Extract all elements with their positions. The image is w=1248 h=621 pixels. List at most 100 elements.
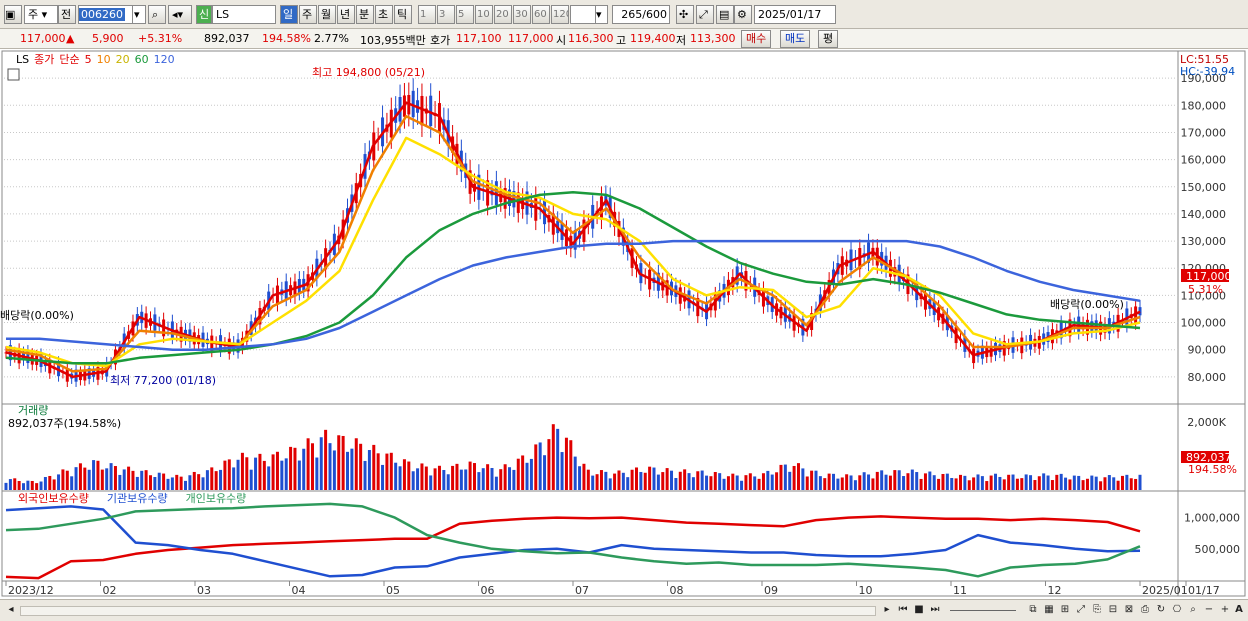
volume-bar bbox=[17, 481, 21, 490]
volume-bar bbox=[70, 476, 74, 490]
sell-button[interactable]: 매도 bbox=[780, 30, 811, 48]
minute-button[interactable]: 5 bbox=[456, 5, 474, 24]
volume-bar bbox=[1129, 478, 1133, 490]
refresh-icon[interactable]: ↻ bbox=[1156, 604, 1166, 615]
y-tick-label: 170,000 bbox=[1181, 126, 1227, 139]
candle-body bbox=[411, 90, 415, 118]
font-size-icon[interactable]: A bbox=[1235, 604, 1243, 615]
volume-bar bbox=[814, 470, 818, 490]
minute-button[interactable]: 10 bbox=[475, 5, 493, 24]
stop-icon[interactable]: ■ bbox=[914, 604, 924, 615]
volume-bar bbox=[902, 476, 906, 490]
period-button[interactable]: 초 bbox=[375, 5, 393, 24]
period-button[interactable]: 일 bbox=[280, 5, 298, 24]
compare-icon[interactable]: ⊞ bbox=[1060, 604, 1070, 615]
zoom-in-icon[interactable]: + bbox=[1220, 604, 1230, 615]
code-input[interactable]: 006260 bbox=[78, 5, 146, 24]
buy-button[interactable]: 매수 bbox=[741, 30, 772, 48]
scroll-right-icon[interactable]: ▸ bbox=[884, 604, 890, 615]
title-part: 종가 bbox=[34, 53, 54, 66]
chart-type-icon[interactable]: ⊠ bbox=[1124, 604, 1134, 615]
layout-icon[interactable]: ⊟ bbox=[1108, 604, 1118, 615]
volume-bar bbox=[201, 477, 205, 490]
horizontal-scrollbar[interactable] bbox=[20, 606, 876, 616]
search-icon[interactable]: ⌕ bbox=[148, 5, 166, 24]
volume-bar bbox=[626, 477, 630, 490]
volume-bar bbox=[556, 428, 560, 490]
volume-bar bbox=[832, 473, 836, 490]
volume-bar bbox=[122, 469, 126, 490]
gear-icon[interactable]: ⚙ bbox=[734, 5, 752, 24]
volume-bar bbox=[1134, 478, 1138, 490]
period-button[interactable]: 틱 bbox=[394, 5, 412, 24]
volume-bar bbox=[205, 470, 209, 490]
low-annotation: 최저 77,200 (01/18) bbox=[110, 374, 216, 387]
volume-bar bbox=[849, 475, 853, 490]
window-menu-icon[interactable]: ▣ bbox=[4, 5, 22, 24]
volume-bar bbox=[1033, 480, 1037, 490]
minute-button[interactable]: 3 bbox=[437, 5, 455, 24]
date-input[interactable]: 2025/01/17 bbox=[754, 5, 836, 24]
link-icon[interactable]: ⎔ bbox=[1172, 604, 1182, 615]
code-dropdown-icon[interactable]: ▾ bbox=[132, 5, 146, 24]
chart-canvas[interactable]: 80,00090,000100,000110,000120,000130,000… bbox=[0, 50, 1248, 599]
volume-bar bbox=[945, 473, 949, 490]
scroll-left-icon[interactable]: ◂ bbox=[8, 604, 14, 615]
search-small-icon[interactable]: ⌕ bbox=[1190, 604, 1196, 615]
minute-button[interactable]: 1 bbox=[418, 5, 436, 24]
volume-bar bbox=[219, 469, 223, 490]
trend-tool-icon[interactable]: ⤢ bbox=[696, 5, 714, 24]
print-icon[interactable]: ⎙ bbox=[1141, 604, 1149, 615]
volume-bar bbox=[337, 435, 341, 490]
eval-button[interactable]: 평 bbox=[818, 30, 839, 48]
cross-icon[interactable]: ✣ bbox=[676, 5, 694, 24]
zoom-slider[interactable] bbox=[950, 610, 1016, 611]
volume-bar bbox=[214, 471, 218, 490]
period-button[interactable]: 주 bbox=[299, 5, 317, 24]
volume-bar bbox=[179, 476, 183, 490]
volume-bar bbox=[950, 477, 954, 490]
volume-bar bbox=[26, 480, 30, 490]
prev-button[interactable]: 전 bbox=[58, 5, 76, 24]
holding-tick-label: 500,000 bbox=[1195, 543, 1241, 556]
minute-button[interactable]: 20 bbox=[494, 5, 512, 24]
volume-bar bbox=[236, 459, 240, 490]
volume-bar bbox=[57, 474, 61, 490]
volume-bar bbox=[998, 476, 1002, 490]
zoom-out-icon[interactable]: − bbox=[1204, 604, 1214, 615]
minute-button[interactable]: 60 bbox=[532, 5, 550, 24]
period-button[interactable]: 년 bbox=[337, 5, 355, 24]
copy-icon[interactable]: ⎘ bbox=[1093, 604, 1101, 615]
volume-bar bbox=[604, 471, 608, 490]
volume-bar bbox=[893, 470, 897, 490]
volume-bar bbox=[87, 469, 91, 490]
volume-bar bbox=[1042, 473, 1046, 490]
minute-button[interactable]: 120 bbox=[551, 5, 569, 24]
last-page-icon[interactable]: ⏭ bbox=[930, 604, 940, 615]
minute-button[interactable]: 30 bbox=[513, 5, 531, 24]
period-button[interactable]: 분 bbox=[356, 5, 374, 24]
market-select[interactable]: 주 ▾ bbox=[24, 5, 58, 24]
period-button[interactable]: 월 bbox=[318, 5, 336, 24]
stock-name-input[interactable]: LS bbox=[212, 5, 276, 24]
market-label: 주 bbox=[28, 8, 39, 21]
volume-bar bbox=[538, 442, 542, 490]
period-dropdown-icon[interactable]: ▾ bbox=[595, 5, 608, 24]
ma-line-60 bbox=[5, 190, 1141, 365]
candle-body bbox=[477, 174, 481, 200]
volume-bar bbox=[744, 475, 748, 490]
save-icon[interactable]: ▤ bbox=[716, 5, 734, 24]
count-input[interactable]: 265/600 bbox=[612, 5, 670, 24]
expand-icon[interactable]: ⤢ bbox=[1077, 604, 1085, 615]
volume-bar bbox=[324, 429, 328, 490]
grid-icon[interactable]: ▦ bbox=[1044, 604, 1054, 615]
first-page-icon[interactable]: ⏮ bbox=[898, 604, 908, 615]
sound-icon[interactable]: ◂▾ bbox=[168, 5, 192, 24]
volume-bar bbox=[30, 480, 34, 490]
volume-title: 거래량 bbox=[18, 404, 48, 417]
volume-bar bbox=[188, 475, 192, 490]
volume-bar bbox=[906, 473, 910, 490]
volume-bar bbox=[451, 465, 455, 490]
chart-frame bbox=[1, 50, 1246, 597]
tile-icon[interactable]: ⧉ bbox=[1029, 604, 1037, 615]
